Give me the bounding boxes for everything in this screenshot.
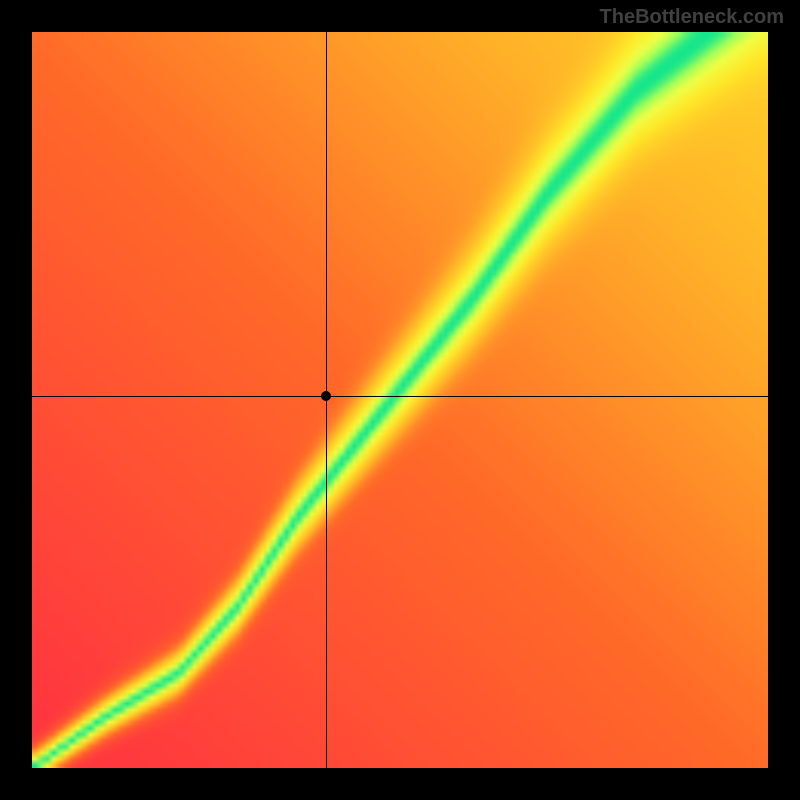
crosshair-horizontal — [32, 396, 768, 397]
marker-dot — [321, 391, 331, 401]
chart-container: TheBottleneck.com — [0, 0, 800, 800]
watermark: TheBottleneck.com — [600, 6, 784, 29]
heatmap-canvas — [32, 32, 768, 768]
plot-area — [32, 32, 768, 768]
